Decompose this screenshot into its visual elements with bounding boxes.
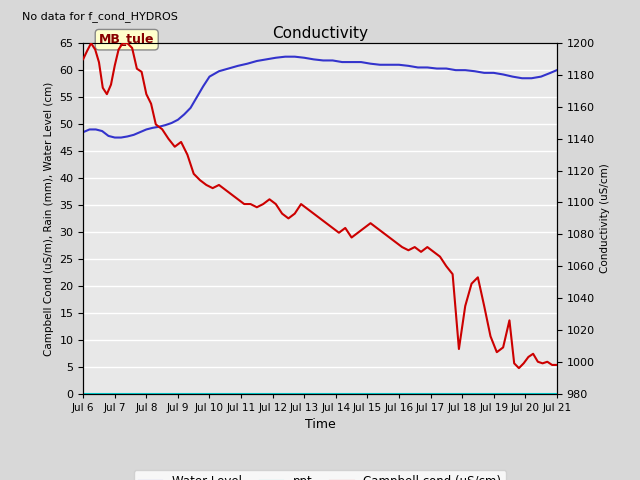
Y-axis label: Campbell Cond (uS/m), Rain (mm), Water Level (cm): Campbell Cond (uS/m), Rain (mm), Water L… [44,81,54,356]
Y-axis label: Conductivity (uS/cm): Conductivity (uS/cm) [600,164,610,273]
Title: Conductivity: Conductivity [272,25,368,41]
Text: No data for f_cond_HYDROS: No data for f_cond_HYDROS [22,11,177,22]
X-axis label: Time: Time [305,418,335,431]
Text: MB_tule: MB_tule [99,33,154,46]
Legend: Water Level, ppt, Campbell cond (uS/cm): Water Level, ppt, Campbell cond (uS/cm) [134,470,506,480]
